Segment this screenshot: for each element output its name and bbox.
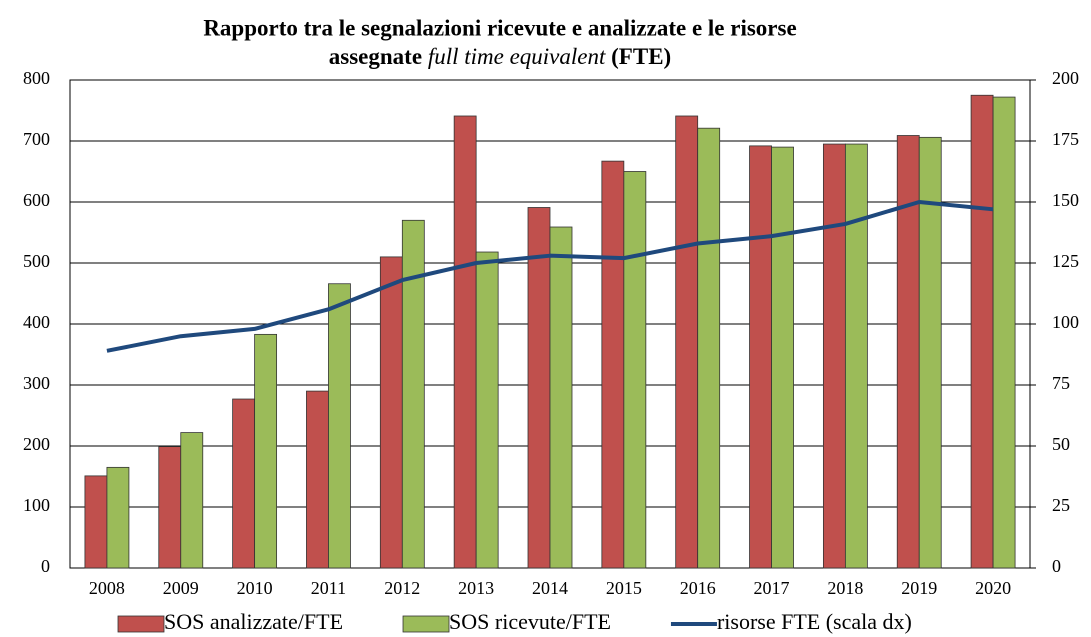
legend-label: SOS ricevute/FTE [449, 609, 611, 634]
title-part: assegnate [329, 44, 422, 69]
bar [844, 143, 868, 569]
bar [254, 333, 278, 569]
y2-tick-label: 75 [1052, 373, 1070, 393]
chart-title: assegnate full time equivalent (FTE) [329, 44, 671, 69]
x-tick-label: 2018 [827, 578, 863, 598]
x-tick-label: 2017 [754, 578, 790, 598]
y-tick-label: 200 [23, 434, 50, 454]
x-tick-label: 2009 [163, 578, 199, 598]
y-tick-label: 800 [23, 68, 50, 88]
x-tick-label: 2008 [89, 578, 125, 598]
y2-tick-label: 50 [1052, 434, 1070, 454]
legend-swatch [117, 615, 165, 633]
y-tick-label: 400 [23, 312, 50, 332]
bar [697, 127, 721, 569]
legend-label: risorse FTE (scala dx) [717, 609, 912, 634]
bar [453, 115, 477, 569]
y-tick-label: 600 [23, 190, 50, 210]
bar [675, 115, 699, 569]
bar [527, 207, 551, 569]
bar [992, 96, 1016, 569]
x-tick-label: 2011 [311, 578, 346, 598]
bar [328, 283, 351, 569]
y2-tick-label: 0 [1052, 556, 1061, 576]
y2-tick-label: 25 [1052, 495, 1070, 515]
x-tick-label: 2012 [384, 578, 420, 598]
bar [306, 390, 329, 569]
y2-tick-label: 150 [1052, 190, 1079, 210]
bar [232, 398, 256, 569]
bar [896, 135, 920, 569]
legend-swatch [402, 615, 450, 633]
bar [771, 146, 794, 569]
y2-tick-label: 200 [1052, 68, 1079, 88]
line [106, 200, 994, 353]
x-tick-label: 2015 [606, 578, 642, 598]
bar [822, 143, 846, 569]
y-tick-label: 100 [23, 495, 50, 515]
bar [475, 251, 499, 569]
y-tick-label: 300 [23, 373, 50, 393]
y2-tick-label: 125 [1052, 251, 1079, 271]
bar [970, 94, 994, 569]
bar [84, 475, 108, 569]
bar [623, 171, 647, 569]
bar [601, 160, 625, 569]
bar [749, 145, 772, 569]
x-tick-label: 2016 [680, 578, 716, 598]
bar [918, 136, 942, 569]
y-tick-label: 0 [41, 556, 50, 576]
x-tick-label: 2019 [901, 578, 937, 598]
bar [158, 446, 182, 569]
bar [549, 226, 573, 569]
bar [106, 466, 130, 569]
title-part: (FTE) [611, 44, 671, 69]
y2-tick-label: 175 [1052, 129, 1079, 149]
y-tick-label: 700 [23, 129, 50, 149]
x-tick-label: 2013 [458, 578, 494, 598]
y-tick-label: 500 [23, 251, 50, 271]
title-part: full time equivalent [428, 44, 606, 69]
bar [180, 432, 204, 569]
x-tick-label: 2020 [975, 578, 1011, 598]
legend-label: SOS analizzate/FTE [164, 609, 343, 634]
x-tick-label: 2014 [532, 578, 568, 598]
chart-title: Rapporto tra le segnalazioni ricevute e … [203, 15, 796, 40]
y2-tick-label: 100 [1052, 312, 1079, 332]
x-tick-label: 2010 [237, 578, 273, 598]
bar [401, 219, 425, 569]
bar [379, 256, 403, 569]
